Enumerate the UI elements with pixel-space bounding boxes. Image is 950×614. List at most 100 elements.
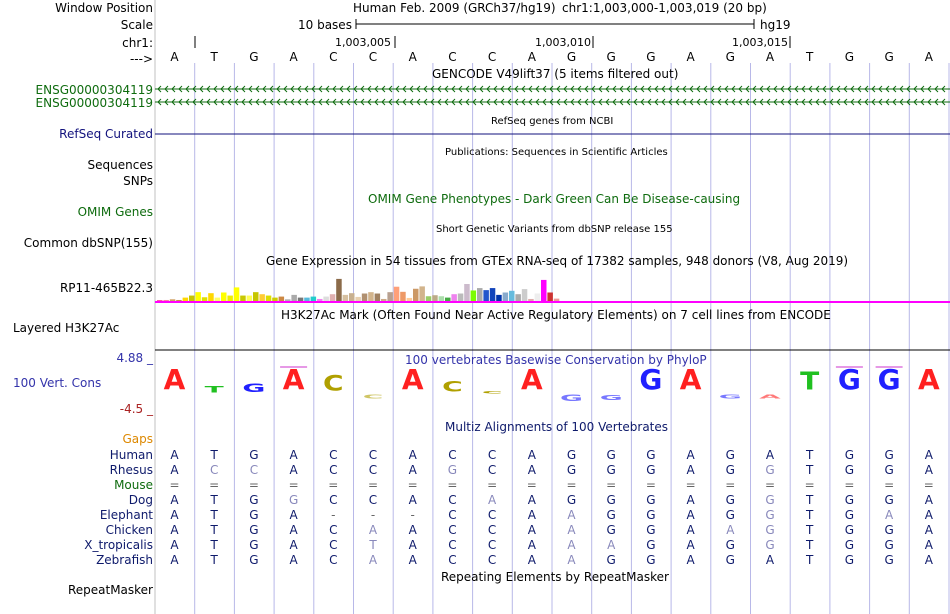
- alignment-base: T: [210, 523, 218, 537]
- gencode-track-title: GENCODE V49lift37 (5 items filtered out): [432, 67, 679, 81]
- alignment-base: -: [370, 508, 376, 522]
- alignment-base: A: [170, 538, 179, 552]
- alignment-base: C: [329, 538, 338, 552]
- sequence-base: G: [249, 50, 259, 64]
- gtex-bar: [464, 284, 470, 301]
- gtex-bar: [534, 293, 541, 301]
- snps-label[interactable]: SNPs: [123, 174, 153, 188]
- gtex-bar: [278, 296, 285, 301]
- alignment-base: =: [248, 478, 259, 492]
- gtex-bar: [310, 296, 317, 301]
- alignment-base: C: [487, 508, 497, 522]
- alignment-base: C: [448, 508, 457, 522]
- alignment-base: A: [686, 508, 695, 522]
- gtex-bar: [457, 293, 464, 301]
- gtex-bar: [208, 293, 214, 301]
- alignment-base: G: [725, 553, 735, 567]
- alignment-base: =: [804, 478, 815, 492]
- species-label[interactable]: Zebrafish: [96, 553, 153, 567]
- alignment-base: A: [765, 553, 775, 567]
- species-label[interactable]: Mouse: [114, 478, 153, 492]
- alignment-base: A: [924, 523, 933, 537]
- sequence-base: C: [329, 50, 338, 64]
- strand-arrow-label: --->: [129, 52, 153, 66]
- alignment-base: C: [368, 448, 378, 462]
- alignment-base: T: [806, 523, 814, 537]
- alignment-base: A: [567, 553, 576, 567]
- phylop-base-logo: G: [639, 363, 663, 396]
- position-title[interactable]: chr1:1,003,000-1,003,019 (20 bp): [562, 1, 767, 15]
- alignment-base: C: [487, 553, 497, 567]
- omim-label[interactable]: OMIM Genes: [77, 205, 153, 219]
- phylop-base-logo: G: [599, 393, 623, 402]
- assembly-title: Human Feb. 2009 (GRCh37/hg19): [353, 1, 556, 15]
- gtex-bar: [157, 300, 163, 301]
- gencode-item-label-2[interactable]: ENSG00000304119: [35, 96, 153, 110]
- gtex-bar: [489, 288, 496, 301]
- gtex-bar: [329, 294, 336, 301]
- alignment-base: T: [806, 448, 814, 462]
- gtex-bar: [361, 293, 368, 301]
- alignment-base: G: [765, 508, 775, 522]
- alignment-base: C: [448, 523, 457, 537]
- alignment-base: A: [170, 553, 179, 567]
- species-label[interactable]: Human: [109, 448, 153, 462]
- alignment-base: G: [606, 508, 616, 522]
- gtex-bar: [515, 294, 521, 301]
- alignment-base: A: [289, 538, 298, 552]
- sequences-label[interactable]: Sequences: [87, 158, 153, 172]
- ruler-tick-label: 1,003,015: [732, 36, 788, 49]
- alignment-base: T: [369, 538, 377, 552]
- alignment-base: C: [448, 553, 457, 567]
- sequence-base: T: [210, 50, 218, 64]
- alignment-base: T: [806, 538, 814, 552]
- sequence-base: G: [566, 50, 577, 64]
- phylop-label[interactable]: 100 Vert. Cons: [13, 376, 102, 390]
- alignment-base: G: [249, 448, 259, 462]
- repeatmasker-label[interactable]: RepeatMasker: [67, 583, 153, 597]
- phylop-max-label: 4.88 _: [116, 351, 153, 365]
- gtex-bar: [477, 288, 483, 301]
- alignment-base: =: [725, 478, 736, 492]
- alignment-base: T: [210, 493, 218, 507]
- alignment-base: A: [289, 523, 298, 537]
- alignment-base: C: [329, 448, 338, 462]
- refseq-label[interactable]: RefSeq Curated: [59, 127, 153, 141]
- dbsnp-label[interactable]: Common dbSNP(155): [23, 236, 153, 250]
- gtex-bar: [253, 292, 259, 301]
- gtex-bar: [355, 296, 361, 301]
- species-label[interactable]: Elephant: [99, 508, 153, 522]
- alignment-base: G: [844, 493, 855, 507]
- gtex-bar: [285, 299, 291, 301]
- h3k27ac-label[interactable]: Layered H3K27Ac: [13, 321, 120, 335]
- phylop-base-logo: C: [323, 370, 344, 396]
- species-label[interactable]: Dog: [128, 493, 153, 507]
- gencode-item-label-1[interactable]: ENSG00000304119: [35, 83, 153, 97]
- alignment-base: G: [249, 508, 259, 522]
- species-label[interactable]: X_tropicalis: [84, 538, 153, 552]
- alignment-base: =: [526, 478, 537, 492]
- gtex-bar: [406, 297, 413, 301]
- multiz-track-title: Multiz Alignments of 100 Vertebrates: [445, 420, 669, 434]
- alignment-base: G: [884, 463, 894, 477]
- gtex-bar: [317, 298, 323, 301]
- gtex-bar: [336, 278, 342, 301]
- gtex-bar: [502, 292, 509, 301]
- phylop-track-title: 100 vertebrates Basewise Conservation by…: [405, 353, 707, 367]
- phylop-base-logo: G: [837, 363, 861, 396]
- alignment-base: C: [448, 538, 457, 552]
- species-label[interactable]: Chicken: [105, 523, 153, 537]
- sequence-base: C: [448, 50, 457, 64]
- gtex-bar: [509, 290, 515, 301]
- alignment-base: A: [408, 493, 417, 507]
- gtex-label[interactable]: RP11-465B22.3: [59, 281, 153, 295]
- gtex-bar: [381, 298, 387, 301]
- alignment-base: A: [170, 493, 179, 507]
- alignment-base: -: [410, 508, 415, 522]
- alignment-base: T: [806, 493, 814, 507]
- alignment-base: C: [487, 523, 497, 537]
- sequence-base: C: [368, 50, 378, 64]
- sequence-base: A: [527, 50, 536, 64]
- alignment-base: =: [407, 478, 418, 492]
- species-label[interactable]: Rhesus: [109, 463, 153, 477]
